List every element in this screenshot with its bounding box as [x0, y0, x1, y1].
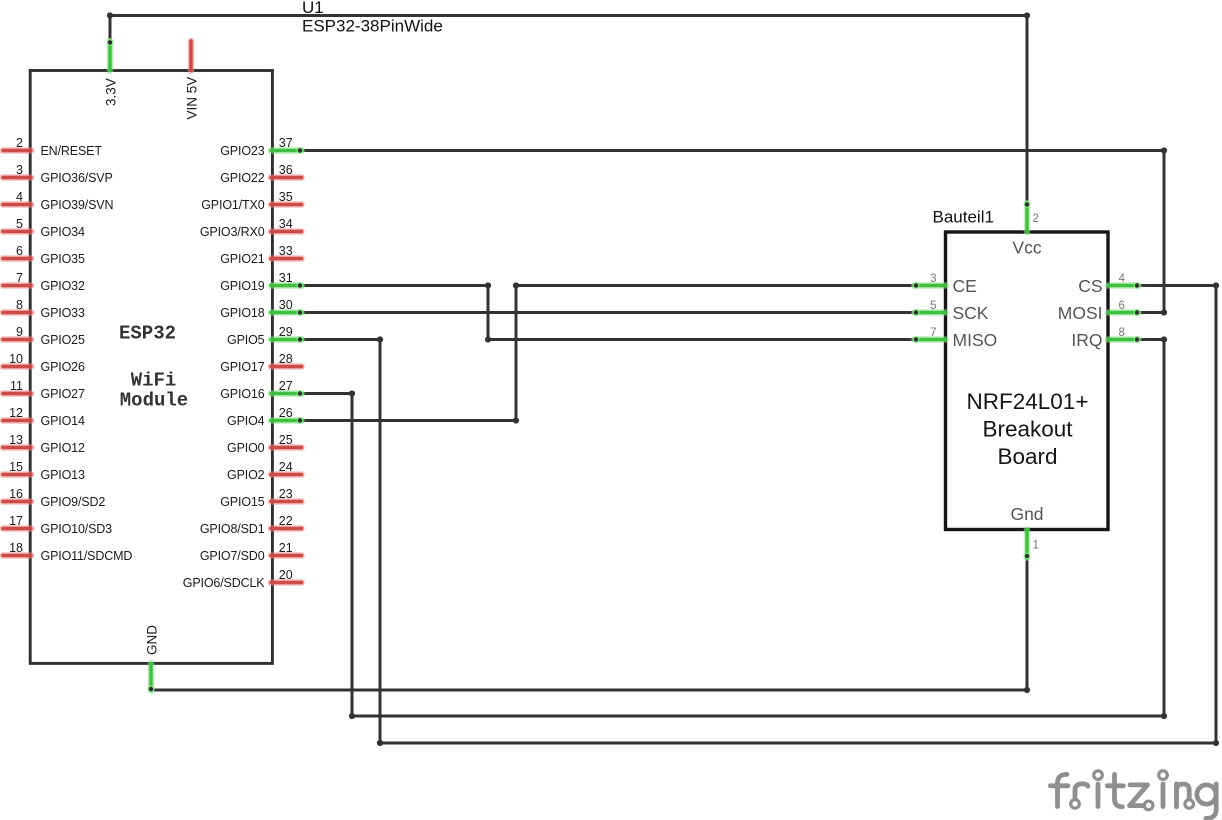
svg-text:EN/RESET: EN/RESET: [41, 144, 103, 158]
svg-text:CE: CE: [953, 276, 977, 296]
svg-text:11: 11: [10, 379, 23, 393]
svg-text:7: 7: [930, 327, 936, 339]
svg-text:IRQ: IRQ: [1071, 330, 1102, 350]
svg-text:13: 13: [9, 433, 23, 447]
svg-text:24: 24: [279, 460, 293, 474]
svg-text:MOSI: MOSI: [1058, 303, 1103, 323]
svg-text:25: 25: [279, 433, 293, 447]
svg-text:6: 6: [1119, 300, 1125, 312]
svg-text:3.3V: 3.3V: [103, 78, 118, 106]
svg-text:GPIO3/RX0: GPIO3/RX0: [200, 225, 265, 239]
svg-text:3: 3: [930, 273, 936, 285]
svg-text:GPIO32: GPIO32: [41, 279, 85, 293]
svg-text:GPIO16: GPIO16: [220, 387, 264, 401]
svg-text:7: 7: [16, 271, 23, 285]
svg-text:GPIO23: GPIO23: [220, 144, 264, 158]
svg-text:GPIO9/SD2: GPIO9/SD2: [41, 495, 106, 509]
svg-text:22: 22: [279, 514, 293, 528]
svg-text:Vcc: Vcc: [1012, 238, 1041, 258]
svg-text:33: 33: [279, 244, 293, 258]
svg-text:GPIO27: GPIO27: [41, 387, 85, 401]
svg-text:30: 30: [279, 298, 293, 312]
svg-text:SCK: SCK: [953, 303, 989, 323]
svg-text:GPIO0: GPIO0: [227, 441, 265, 455]
svg-text:WiFi: WiFi: [131, 370, 177, 392]
svg-text:35: 35: [279, 190, 293, 204]
svg-text:GPIO8/SD1: GPIO8/SD1: [200, 522, 265, 536]
svg-text:8: 8: [16, 298, 23, 312]
svg-text:GND: GND: [144, 625, 159, 655]
svg-text:21: 21: [279, 541, 293, 555]
svg-text:GPIO18: GPIO18: [220, 306, 264, 320]
svg-text:GPIO35: GPIO35: [41, 252, 85, 266]
svg-text:GPIO36/SVP: GPIO36/SVP: [41, 171, 113, 185]
svg-text:4: 4: [16, 190, 23, 204]
svg-text:GPIO14: GPIO14: [41, 414, 85, 428]
svg-text:GPIO4: GPIO4: [227, 414, 265, 428]
svg-text:ESP32-38PinWide: ESP32-38PinWide: [302, 17, 443, 36]
svg-text:2: 2: [1033, 213, 1039, 225]
svg-text:GPIO12: GPIO12: [41, 441, 85, 455]
svg-text:CS: CS: [1078, 276, 1102, 296]
svg-text:23: 23: [279, 487, 293, 501]
svg-text:GPIO13: GPIO13: [41, 468, 85, 482]
svg-text:GPIO26: GPIO26: [41, 360, 85, 374]
svg-text:GPIO34: GPIO34: [41, 225, 85, 239]
svg-text:GPIO39/SVN: GPIO39/SVN: [41, 198, 114, 212]
svg-text:20: 20: [279, 568, 293, 582]
svg-text:GPIO25: GPIO25: [41, 333, 85, 347]
svg-text:28: 28: [279, 352, 293, 366]
svg-text:GPIO1/TX0: GPIO1/TX0: [201, 198, 264, 212]
svg-text:26: 26: [279, 406, 293, 420]
svg-text:6: 6: [16, 244, 23, 258]
svg-text:Gnd: Gnd: [1010, 504, 1043, 524]
svg-text:1: 1: [1033, 540, 1039, 552]
svg-text:GPIO22: GPIO22: [220, 171, 264, 185]
svg-text:ESP32: ESP32: [119, 323, 176, 345]
svg-text:5: 5: [930, 300, 936, 312]
svg-text:U1: U1: [302, 0, 324, 17]
svg-text:27: 27: [279, 379, 293, 393]
svg-text:34: 34: [279, 217, 293, 231]
svg-text:2: 2: [16, 136, 23, 150]
svg-text:Board: Board: [997, 444, 1057, 469]
svg-text:16: 16: [9, 487, 23, 501]
svg-text:29: 29: [279, 325, 293, 339]
svg-text:VIN 5V: VIN 5V: [184, 77, 199, 120]
svg-text:GPIO15: GPIO15: [220, 495, 264, 509]
svg-text:MISO: MISO: [953, 330, 998, 350]
svg-text:12: 12: [9, 406, 23, 420]
svg-text:9: 9: [16, 325, 23, 339]
svg-text:GPIO19: GPIO19: [220, 279, 264, 293]
svg-text:17: 17: [9, 514, 23, 528]
svg-text:10: 10: [9, 352, 23, 366]
svg-text:GPIO17: GPIO17: [220, 360, 264, 374]
svg-text:36: 36: [279, 163, 293, 177]
svg-text:Breakout: Breakout: [982, 417, 1073, 442]
svg-text:GPIO33: GPIO33: [41, 306, 85, 320]
svg-text:NRF24L01+: NRF24L01+: [967, 389, 1089, 414]
svg-text:Module: Module: [120, 390, 188, 412]
svg-text:GPIO2: GPIO2: [227, 468, 265, 482]
svg-text:GPIO11/SDCMD: GPIO11/SDCMD: [41, 549, 133, 563]
svg-text:GPIO21: GPIO21: [220, 252, 264, 266]
svg-text:31: 31: [279, 271, 293, 285]
svg-text:3: 3: [16, 163, 23, 177]
svg-text:5: 5: [16, 217, 23, 231]
svg-text:15: 15: [9, 460, 23, 474]
svg-text:GPIO5: GPIO5: [227, 333, 265, 347]
svg-text:37: 37: [279, 136, 293, 150]
svg-text:GPIO10/SD3: GPIO10/SD3: [41, 522, 113, 536]
svg-text:8: 8: [1119, 327, 1125, 339]
svg-text:4: 4: [1119, 273, 1126, 285]
svg-text:GPIO7/SD0: GPIO7/SD0: [200, 549, 265, 563]
svg-text:GPIO6/SDCLK: GPIO6/SDCLK: [183, 576, 266, 590]
svg-text:18: 18: [9, 541, 23, 555]
svg-text:Bauteil1: Bauteil1: [933, 208, 994, 227]
